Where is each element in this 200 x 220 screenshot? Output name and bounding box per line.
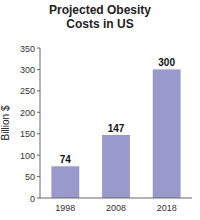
x-axis-line [40,198,192,199]
bar [153,69,181,198]
chart-svg: Projected ObesityCosts in US 0 50 100 150 200… [0,0,200,220]
y-tick-label: 200 [20,108,35,118]
chart-container: Projected ObesityCosts in US 0 50 100 150 200… [0,0,200,220]
title-line: Projected Obesity [49,3,151,17]
bar [102,135,130,198]
y-tick-label: 300 [20,65,35,75]
page: {"chart_data": {"type": "bar", "title": … [0,0,200,220]
title-line: Costs in US [66,17,133,31]
x-tick-label: 1998 [55,203,75,213]
data-labels: 74 147 300 [60,57,176,165]
y-axis-label: Billion $ [0,105,11,140]
bar [51,166,79,198]
y-tick-label: 50 [25,172,35,182]
data-label: 74 [60,154,72,165]
x-tick-label: 2008 [106,203,126,213]
y-tick-label: 100 [20,151,35,161]
data-label: 300 [158,57,175,68]
y-axis-line [40,48,41,198]
data-label: 147 [108,123,125,134]
bars [51,69,180,198]
x-tick-label: 2018 [157,203,177,213]
x-axis: 1998 2008 2018 [55,203,176,213]
title: Projected ObesityCosts in US [49,3,151,31]
y-tick-label: 350 [20,44,35,54]
y-tick-label: 150 [20,129,35,139]
y-tick-label: 250 [20,86,35,96]
y-tick-label: 0 [30,194,35,204]
y-axis: 0 50 100 150 200 250 300 350 [20,44,40,204]
